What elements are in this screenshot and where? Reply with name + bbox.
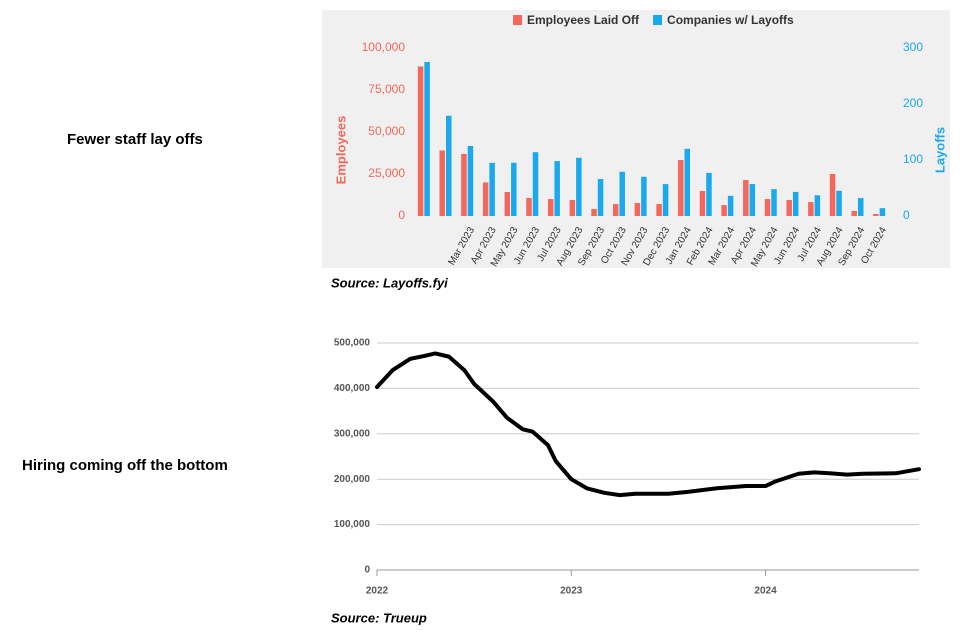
bar (851, 210, 857, 216)
y-axis-label: Employees (333, 116, 348, 185)
bar (743, 180, 749, 216)
bar (424, 62, 430, 216)
source: Source: Trueup (331, 610, 427, 625)
legend-swatch (513, 15, 522, 25)
bar (619, 171, 625, 216)
bar (489, 162, 495, 216)
bar (569, 200, 576, 216)
bar (749, 184, 756, 216)
bar (829, 174, 836, 216)
bar (656, 204, 662, 216)
bar (547, 199, 554, 216)
legend-label: Companies w/ Layoffs (667, 13, 794, 27)
bar (554, 161, 560, 216)
y-tick-label: 300,000 (334, 428, 371, 439)
x-tick-label: 2024 (754, 586, 777, 597)
y-tick-label: 500,000 (334, 338, 371, 349)
bar (591, 208, 597, 216)
bar (511, 162, 517, 216)
bar (857, 198, 864, 216)
bar (721, 205, 727, 216)
bar (641, 176, 647, 216)
bar (764, 199, 771, 216)
bar (706, 172, 712, 216)
y-tick-label: 75,000 (368, 82, 405, 96)
bar (678, 160, 684, 216)
bar (634, 203, 641, 216)
y2-tick-label: 200 (903, 96, 923, 110)
bar (808, 202, 814, 216)
x-tick-label: 2022 (366, 586, 389, 597)
bar (836, 190, 842, 216)
y-tick-label: 100,000 (334, 519, 371, 530)
y-tick-label: 400,000 (334, 383, 371, 394)
bar (727, 195, 734, 216)
bar (532, 152, 539, 216)
bar (482, 182, 489, 216)
bar (576, 157, 582, 216)
legend-swatch (653, 15, 663, 25)
line (375, 351, 921, 498)
bar (417, 66, 424, 216)
y-tick-label: 100,000 (362, 40, 406, 54)
legend-label: Employees Laid Off (527, 13, 640, 27)
bar (504, 191, 511, 216)
bar (873, 213, 879, 216)
bar (461, 153, 467, 216)
bar (879, 208, 886, 216)
y-tick-label: 0 (398, 208, 405, 222)
y-tick-label: 25,000 (368, 166, 405, 180)
caption: Fewer staff lay offs (67, 131, 203, 148)
y-tick-label: 0 (364, 565, 370, 576)
bar (467, 146, 474, 216)
y-tick-label: 50,000 (368, 124, 405, 138)
bar (699, 190, 706, 216)
y-tick-label: 200,000 (334, 474, 371, 485)
bar (446, 115, 452, 216)
y2-axis-label: Layoffs (932, 127, 947, 173)
bar (612, 204, 619, 216)
bar (597, 179, 604, 216)
bar (792, 191, 799, 216)
x-tick-label: 2023 (560, 586, 583, 597)
bar (771, 189, 777, 216)
bar (662, 184, 669, 216)
bar (786, 200, 792, 216)
bar (526, 198, 532, 216)
y2-tick-label: 300 (903, 40, 923, 54)
bar (439, 150, 446, 216)
source: Source: Layoffs.fyi (331, 275, 448, 290)
bar (684, 148, 691, 216)
y2-tick-label: 100 (903, 152, 923, 166)
caption: Hiring coming off the bottom (22, 457, 228, 474)
y2-tick-label: 0 (903, 208, 910, 222)
bar (814, 195, 821, 216)
